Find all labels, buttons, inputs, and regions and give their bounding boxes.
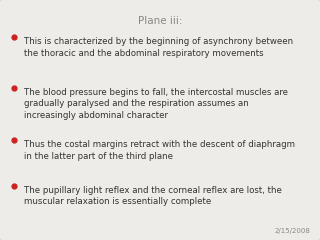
Text: 2/15/2008: 2/15/2008 — [275, 228, 310, 234]
Text: The blood pressure begins to fall, the intercostal muscles are
gradually paralys: The blood pressure begins to fall, the i… — [24, 88, 288, 120]
Text: Plane iii:: Plane iii: — [138, 16, 182, 26]
Text: This is characterized by the beginning of asynchrony between
the thoracic and th: This is characterized by the beginning o… — [24, 37, 293, 58]
Text: The pupillary light reflex and the corneal reflex are lost, the
muscular relaxat: The pupillary light reflex and the corne… — [24, 186, 282, 206]
Text: Thus the costal margins retract with the descent of diaphragm
in the latter part: Thus the costal margins retract with the… — [24, 140, 295, 161]
